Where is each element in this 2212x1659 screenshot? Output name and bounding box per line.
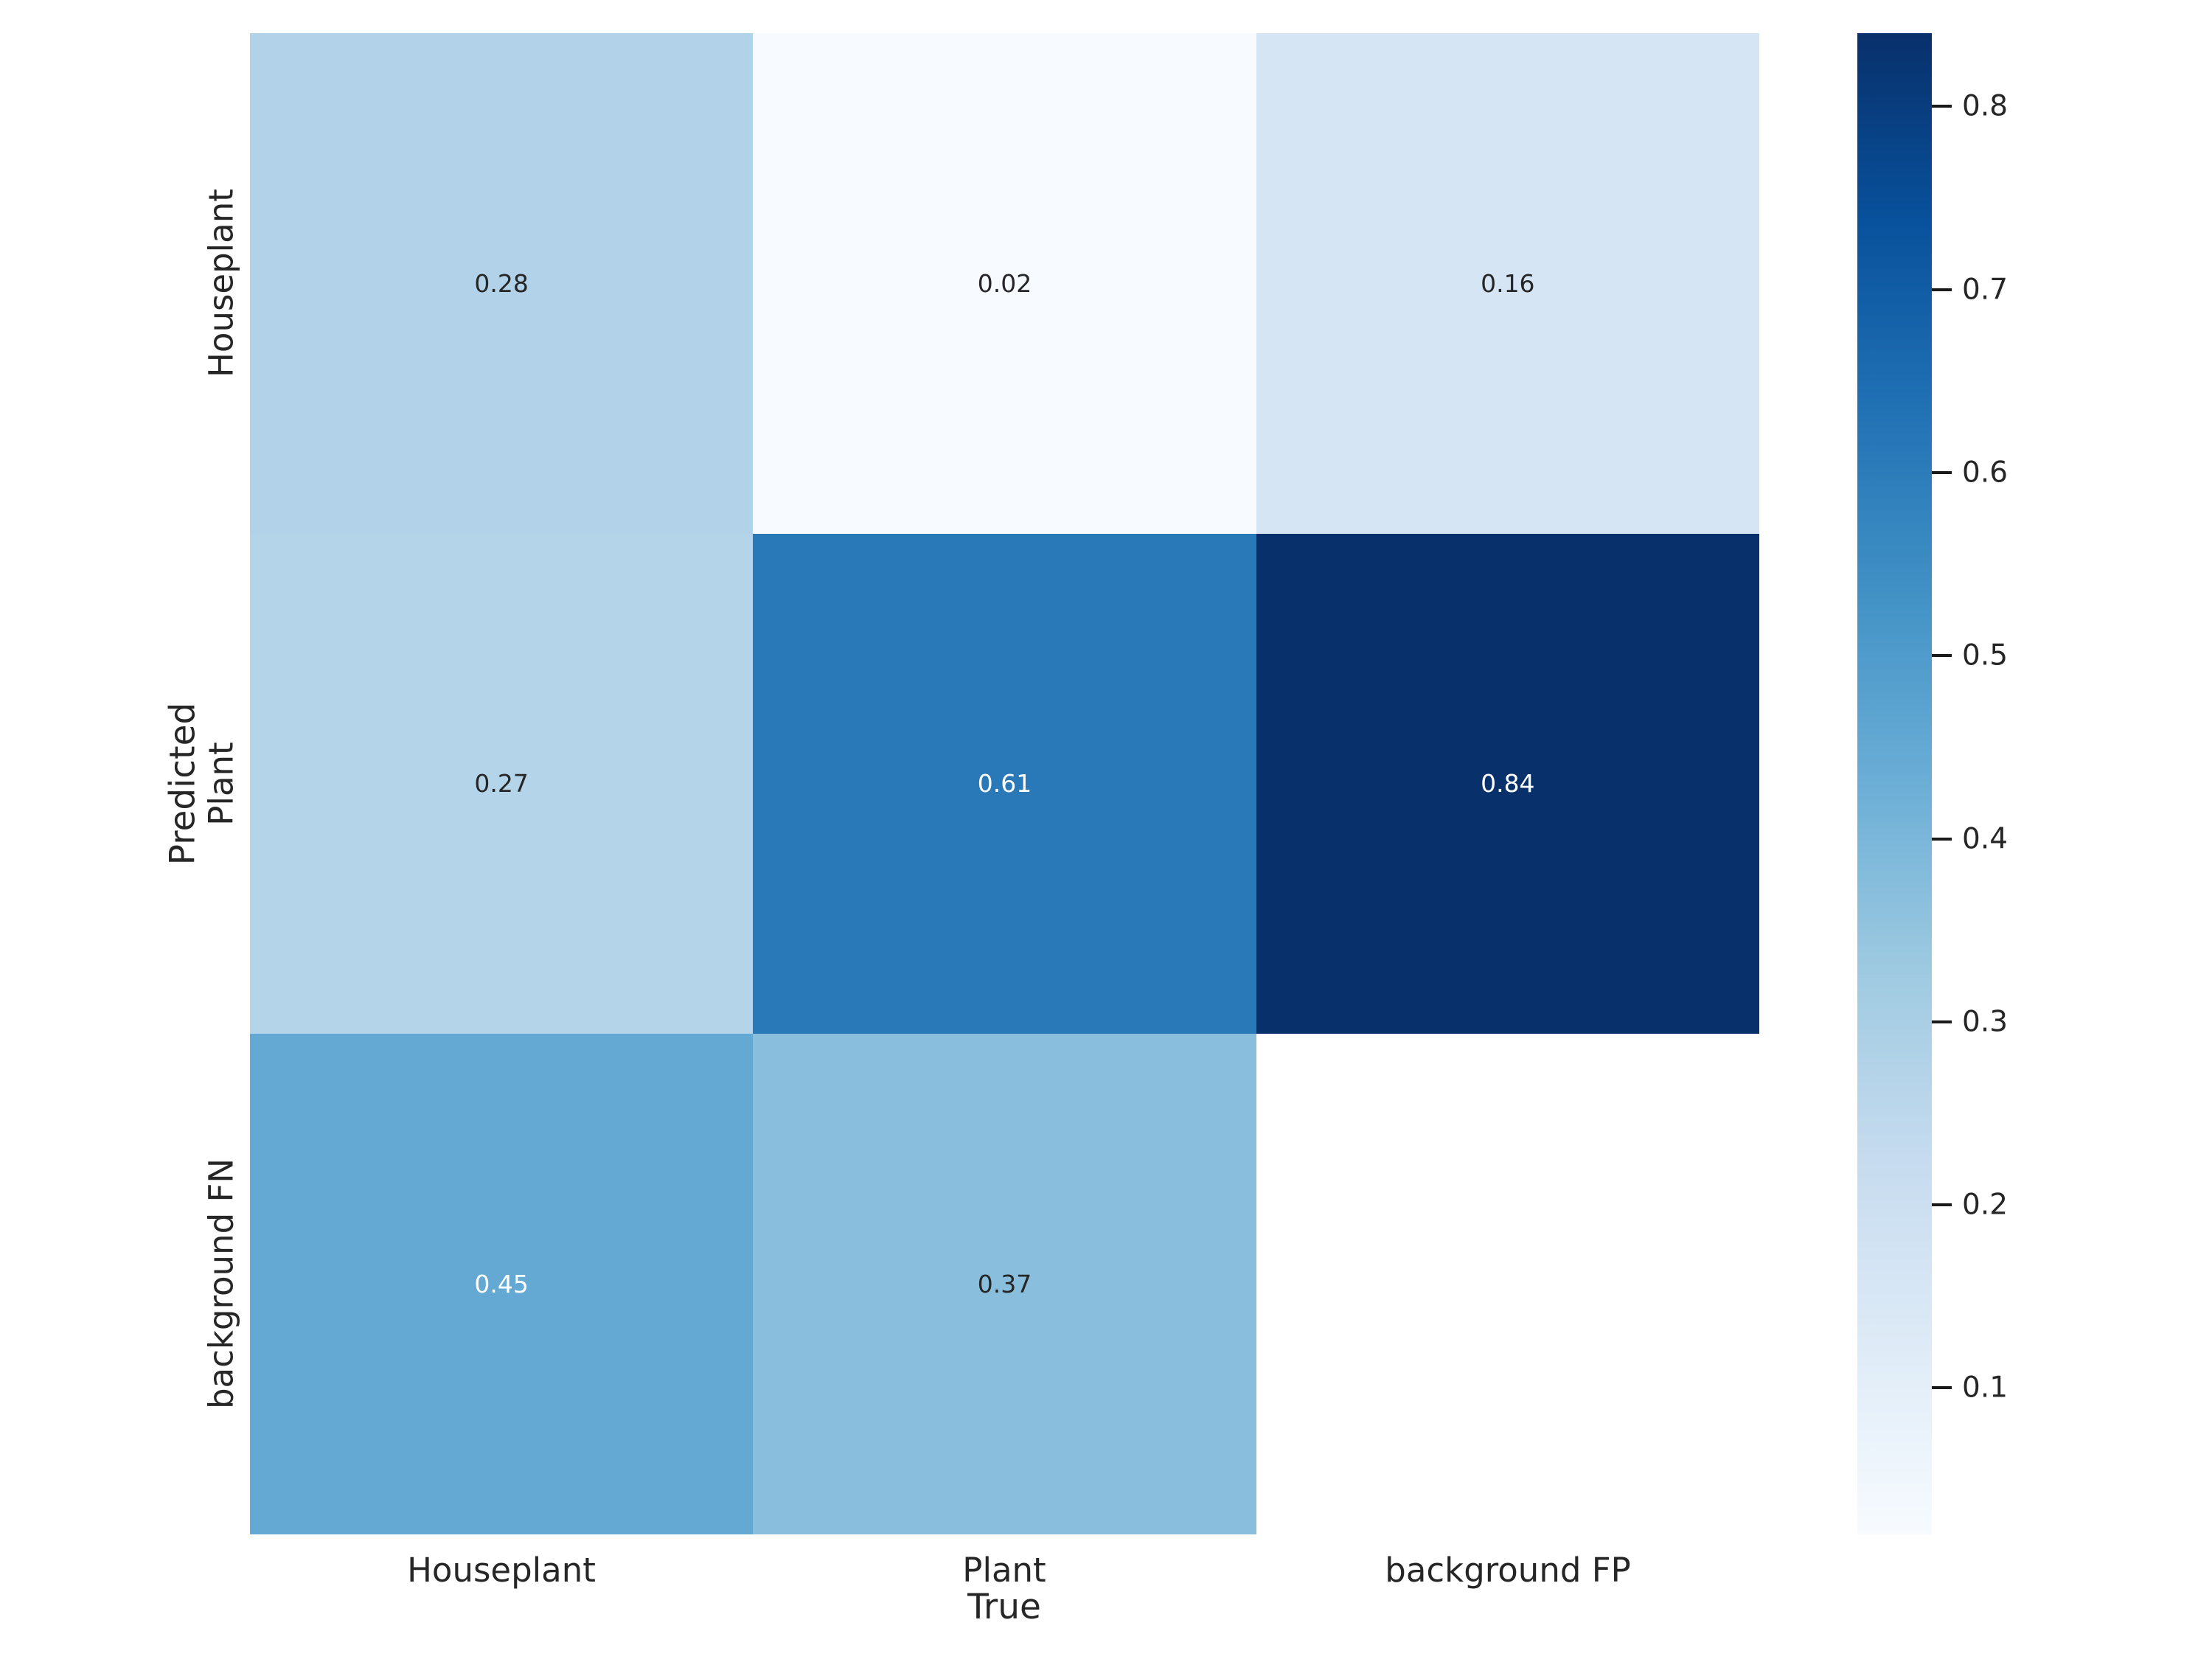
- colorbar-tick-label: 0.5: [1962, 639, 2008, 672]
- x-axis-title: True: [967, 1587, 1041, 1627]
- y-tick-background-fn: background FN: [201, 1158, 241, 1410]
- colorbar-tick-label: 0.2: [1962, 1188, 2008, 1222]
- colorbar-tick-mark: [1932, 105, 1952, 108]
- x-tick-background-fp: background FP: [1385, 1551, 1631, 1590]
- cell-value: 0.84: [1481, 769, 1535, 799]
- heatmap-cell-r0c0: 0.28: [250, 33, 754, 534]
- colorbar-tick-mark: [1932, 1386, 1952, 1390]
- colorbar-tick-label: 0.8: [1962, 89, 2008, 123]
- colorbar-tick-label: 0.3: [1962, 1005, 2008, 1039]
- colorbar-tick-label: 0.7: [1962, 273, 2008, 307]
- colorbar-gradient: [1857, 33, 1932, 1534]
- colorbar: 0.8 0.7 0.6 0.5 0.4 0.3 0.2 0.1: [1857, 33, 2211, 1534]
- colorbar-tick-mark: [1932, 288, 1952, 291]
- cell-value: 0.16: [1481, 268, 1535, 298]
- cell-value: 0.61: [977, 769, 1032, 799]
- colorbar-tick-mark: [1932, 1020, 1952, 1023]
- cell-value: 0.28: [474, 268, 529, 298]
- heatmap-cell-r1c2: 0.84: [1256, 533, 1759, 1034]
- colorbar-tick-mark: [1932, 837, 1952, 841]
- y-axis-title: Predicted: [162, 702, 204, 866]
- heatmap-cell-r2c1: 0.37: [753, 1034, 1256, 1534]
- heatmap-cell-r2c0: 0.45: [250, 1034, 754, 1534]
- cell-value: 0.02: [977, 268, 1032, 298]
- y-tick-houseplant: Houseplant: [201, 189, 241, 378]
- colorbar-tick-mark: [1932, 1203, 1952, 1207]
- colorbar-tick-mark: [1932, 470, 1952, 474]
- colorbar-tick-label: 0.6: [1962, 456, 2008, 490]
- heatmap-cell-r0c2: 0.16: [1256, 33, 1759, 534]
- heatmap-grid: 0.28 0.02 0.16 0.27 0.61 0.84 0.45 0.37: [250, 33, 1759, 1534]
- cell-value: 0.37: [977, 1270, 1032, 1299]
- cell-value: 0.27: [474, 769, 529, 799]
- heatmap-cell-r2c2-empty: [1256, 1034, 1759, 1534]
- colorbar-tick-mark: [1932, 654, 1952, 658]
- heatmap-cell-r1c0: 0.27: [250, 533, 754, 1034]
- heatmap-cell-r0c1: 0.02: [753, 33, 1256, 534]
- y-tick-plant: Plant: [201, 742, 241, 826]
- cell-value: 0.45: [474, 1270, 529, 1299]
- colorbar-tick-label: 0.1: [1962, 1371, 2008, 1405]
- heatmap-cell-r1c1: 0.61: [753, 533, 1256, 1034]
- x-tick-plant: Plant: [962, 1551, 1046, 1590]
- colorbar-tick-label: 0.4: [1962, 822, 2008, 856]
- x-tick-houseplant: Houseplant: [407, 1551, 596, 1590]
